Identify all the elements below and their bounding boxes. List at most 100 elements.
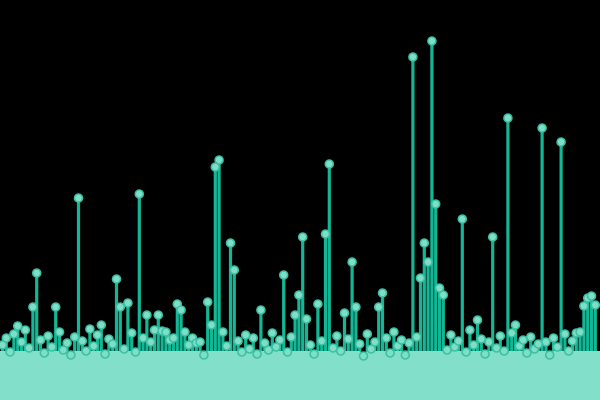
data-point — [202, 297, 213, 307]
data-point — [457, 214, 468, 224]
data-point — [430, 199, 441, 209]
data-point — [476, 334, 487, 344]
data-point — [271, 342, 281, 352]
data-point-markers — [0, 36, 600, 361]
data-point — [377, 288, 388, 298]
data-point — [248, 333, 259, 343]
data-point — [408, 52, 418, 62]
data-point — [419, 238, 430, 248]
data-point — [499, 346, 509, 356]
data-point — [518, 335, 528, 345]
data-point — [537, 123, 547, 133]
data-point — [237, 347, 247, 357]
data-point — [400, 350, 411, 360]
data-point — [176, 305, 186, 315]
data-point — [305, 340, 316, 350]
data-point — [77, 336, 88, 346]
data-point — [290, 310, 300, 320]
data-point — [351, 302, 361, 312]
data-point — [313, 299, 323, 309]
data-point — [218, 327, 228, 337]
data-point — [252, 349, 262, 359]
data-point — [28, 302, 38, 312]
data-point — [256, 305, 266, 315]
data-point — [389, 327, 399, 337]
data-point — [373, 302, 384, 312]
data-point — [590, 300, 600, 310]
data-point — [286, 332, 297, 342]
data-point — [54, 327, 65, 337]
data-point — [5, 347, 15, 357]
data-point — [161, 327, 171, 337]
data-point — [423, 257, 433, 267]
noise-floor-fill — [0, 351, 600, 400]
data-point — [111, 274, 122, 284]
data-point — [438, 290, 449, 300]
data-point — [525, 332, 536, 342]
data-point — [142, 310, 152, 320]
data-point — [69, 332, 80, 342]
data-point — [153, 310, 164, 320]
data-point — [556, 137, 566, 147]
data-point — [58, 345, 69, 355]
data-point — [1, 333, 12, 343]
data-point — [563, 346, 574, 356]
data-point — [332, 331, 342, 341]
data-point — [362, 329, 373, 339]
data-point — [0, 340, 8, 350]
data-point — [168, 333, 179, 343]
data-point — [134, 189, 145, 199]
data-point — [145, 337, 156, 347]
data-point — [259, 338, 270, 348]
data-point — [9, 329, 19, 339]
data-point — [107, 339, 118, 349]
data-point — [503, 113, 513, 123]
data-point — [442, 345, 452, 355]
data-point — [43, 331, 53, 341]
data-point — [39, 348, 50, 358]
data-point — [92, 330, 103, 340]
data-point — [324, 159, 335, 169]
data-point — [81, 346, 91, 356]
data-point — [126, 328, 137, 338]
data-point — [123, 298, 133, 308]
data-point — [309, 349, 319, 359]
data-point — [240, 330, 251, 340]
data-point — [73, 193, 84, 203]
data-point — [586, 291, 597, 301]
data-point — [343, 334, 354, 344]
data-point — [453, 336, 464, 346]
data-point — [180, 327, 190, 337]
data-point — [316, 336, 327, 346]
data-point — [35, 335, 46, 345]
data-point — [16, 337, 27, 347]
data-point — [267, 328, 278, 338]
data-point — [206, 320, 217, 330]
data-point — [199, 350, 209, 360]
data-point — [548, 333, 559, 343]
data-point — [522, 348, 532, 358]
data-point — [465, 325, 475, 335]
data-point — [278, 270, 289, 280]
data-point — [579, 301, 589, 311]
data-point — [275, 335, 285, 345]
data-point — [495, 331, 506, 341]
data-point — [552, 342, 563, 352]
data-point — [88, 341, 99, 351]
data-point — [347, 257, 357, 267]
data-point — [130, 347, 141, 357]
data-point — [119, 344, 129, 354]
data-point — [415, 273, 426, 283]
data-point — [370, 337, 380, 347]
data-point — [487, 232, 498, 242]
data-point — [411, 332, 422, 342]
data-point — [297, 232, 308, 242]
data-point — [328, 343, 338, 353]
data-point — [510, 320, 521, 330]
data-point — [24, 343, 34, 353]
data-point — [354, 339, 365, 349]
data-point — [85, 324, 95, 334]
data-point — [506, 328, 517, 338]
